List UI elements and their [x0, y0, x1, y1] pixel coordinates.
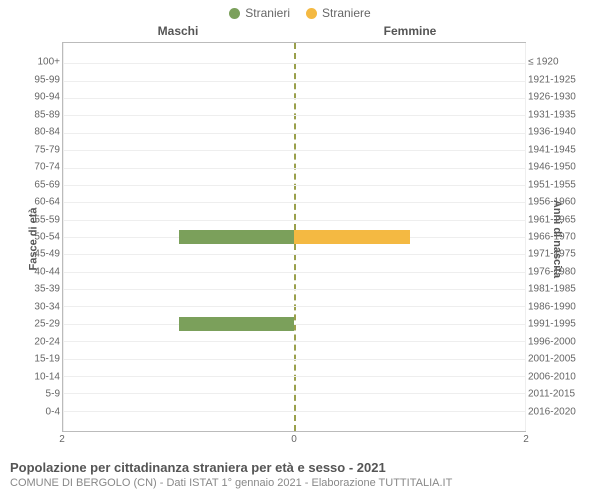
grid-row-line	[63, 289, 525, 290]
year-tick: 1976-1980	[528, 266, 588, 277]
bar-male	[179, 230, 295, 244]
age-tick: 0-4	[20, 406, 60, 417]
grid-row-line	[63, 306, 525, 307]
year-tick: 2016-2020	[528, 406, 588, 417]
grid-row-line	[63, 341, 525, 342]
grid-row-line	[63, 202, 525, 203]
grid-row-line	[63, 376, 525, 377]
legend-swatch-icon	[229, 8, 240, 19]
grid-row-line	[63, 272, 525, 273]
year-tick: 1926-1930	[528, 92, 588, 103]
year-tick: 1956-1960	[528, 197, 588, 208]
legend-label: Stranieri	[245, 6, 290, 20]
grid-row-line	[63, 324, 525, 325]
grid-row-line	[63, 150, 525, 151]
age-tick: 65-69	[20, 179, 60, 190]
x-axis: 2 0 2	[62, 434, 526, 450]
year-tick: 1921-1925	[528, 74, 588, 85]
age-tick: 20-24	[20, 336, 60, 347]
year-tick: 1961-1965	[528, 214, 588, 225]
grid-vertical-line	[525, 43, 526, 431]
age-tick: 70-74	[20, 162, 60, 173]
grid-row-line	[63, 220, 525, 221]
age-tick: 95-99	[20, 74, 60, 85]
bar-male	[179, 317, 295, 331]
age-tick: 55-59	[20, 214, 60, 225]
age-tick: 75-79	[20, 144, 60, 155]
age-tick: 40-44	[20, 266, 60, 277]
year-tick: 1951-1955	[528, 179, 588, 190]
grid-row-line	[63, 411, 525, 412]
grid-row-line	[63, 254, 525, 255]
grid-row-line	[63, 115, 525, 116]
year-tick: ≤ 1920	[528, 57, 588, 68]
year-tick: 2011-2015	[528, 389, 588, 400]
year-tick: 1996-2000	[528, 336, 588, 347]
age-tick: 30-34	[20, 301, 60, 312]
grid-row-line	[63, 393, 525, 394]
legend-item-stranieri: Stranieri	[229, 6, 290, 20]
age-tick: 25-29	[20, 319, 60, 330]
age-tick: 80-84	[20, 127, 60, 138]
chart-caption: Popolazione per cittadinanza straniera p…	[0, 454, 600, 489]
legend-label: Straniere	[322, 6, 371, 20]
grid-row-line	[63, 168, 525, 169]
year-tick: 1936-1940	[528, 127, 588, 138]
year-tick: 1931-1935	[528, 109, 588, 120]
right-tick-container: ≤ 1920 1921-1925 1926-1930 1931-1935 1936-19…	[526, 42, 586, 432]
year-tick: 1986-1990	[528, 301, 588, 312]
x-tick: 2	[59, 434, 65, 445]
grid-row-line	[63, 63, 525, 64]
age-tick: 90-94	[20, 92, 60, 103]
age-tick: 45-49	[20, 249, 60, 260]
grid-row-line	[63, 359, 525, 360]
caption-subtitle: COMUNE DI BERGOLO (CN) - Dati ISTAT 1° g…	[10, 477, 590, 489]
year-tick: 1971-1975	[528, 249, 588, 260]
grid-vertical-line	[63, 43, 64, 431]
caption-title: Popolazione per cittadinanza straniera p…	[10, 460, 590, 475]
year-tick: 1981-1985	[528, 284, 588, 295]
x-tick: 0	[291, 434, 297, 445]
year-tick: 2006-2010	[528, 371, 588, 382]
bar-female	[294, 230, 410, 244]
column-title-right: Femmine	[294, 24, 526, 42]
age-tick: 60-64	[20, 197, 60, 208]
age-tick: 100+	[20, 57, 60, 68]
grid-row-line	[63, 81, 525, 82]
left-tick-container: 100+ 95-99 90-94 85-89 80-84 75-79 70-74 65-69 6…	[22, 42, 62, 432]
age-tick: 50-54	[20, 232, 60, 243]
population-pyramid-chart: Maschi Femmine Fasce di età Anni di nasc…	[0, 24, 600, 454]
x-tick: 2	[523, 434, 529, 445]
year-tick: 1991-1995	[528, 319, 588, 330]
age-tick: 10-14	[20, 371, 60, 382]
age-tick: 15-19	[20, 354, 60, 365]
grid-row-line	[63, 98, 525, 99]
legend-swatch-icon	[306, 8, 317, 19]
grid-row-line	[63, 133, 525, 134]
grid-row-line	[63, 185, 525, 186]
year-tick: 1941-1945	[528, 144, 588, 155]
age-tick: 35-39	[20, 284, 60, 295]
age-tick: 5-9	[20, 389, 60, 400]
plot-area	[62, 42, 526, 432]
column-titles: Maschi Femmine	[62, 24, 526, 42]
year-tick: 1946-1950	[528, 162, 588, 173]
legend: Stranieri Straniere	[0, 0, 600, 24]
column-title-left: Maschi	[62, 24, 294, 42]
year-tick: 1966-1970	[528, 232, 588, 243]
age-tick: 85-89	[20, 109, 60, 120]
legend-item-straniere: Straniere	[306, 6, 371, 20]
year-tick: 2001-2005	[528, 354, 588, 365]
